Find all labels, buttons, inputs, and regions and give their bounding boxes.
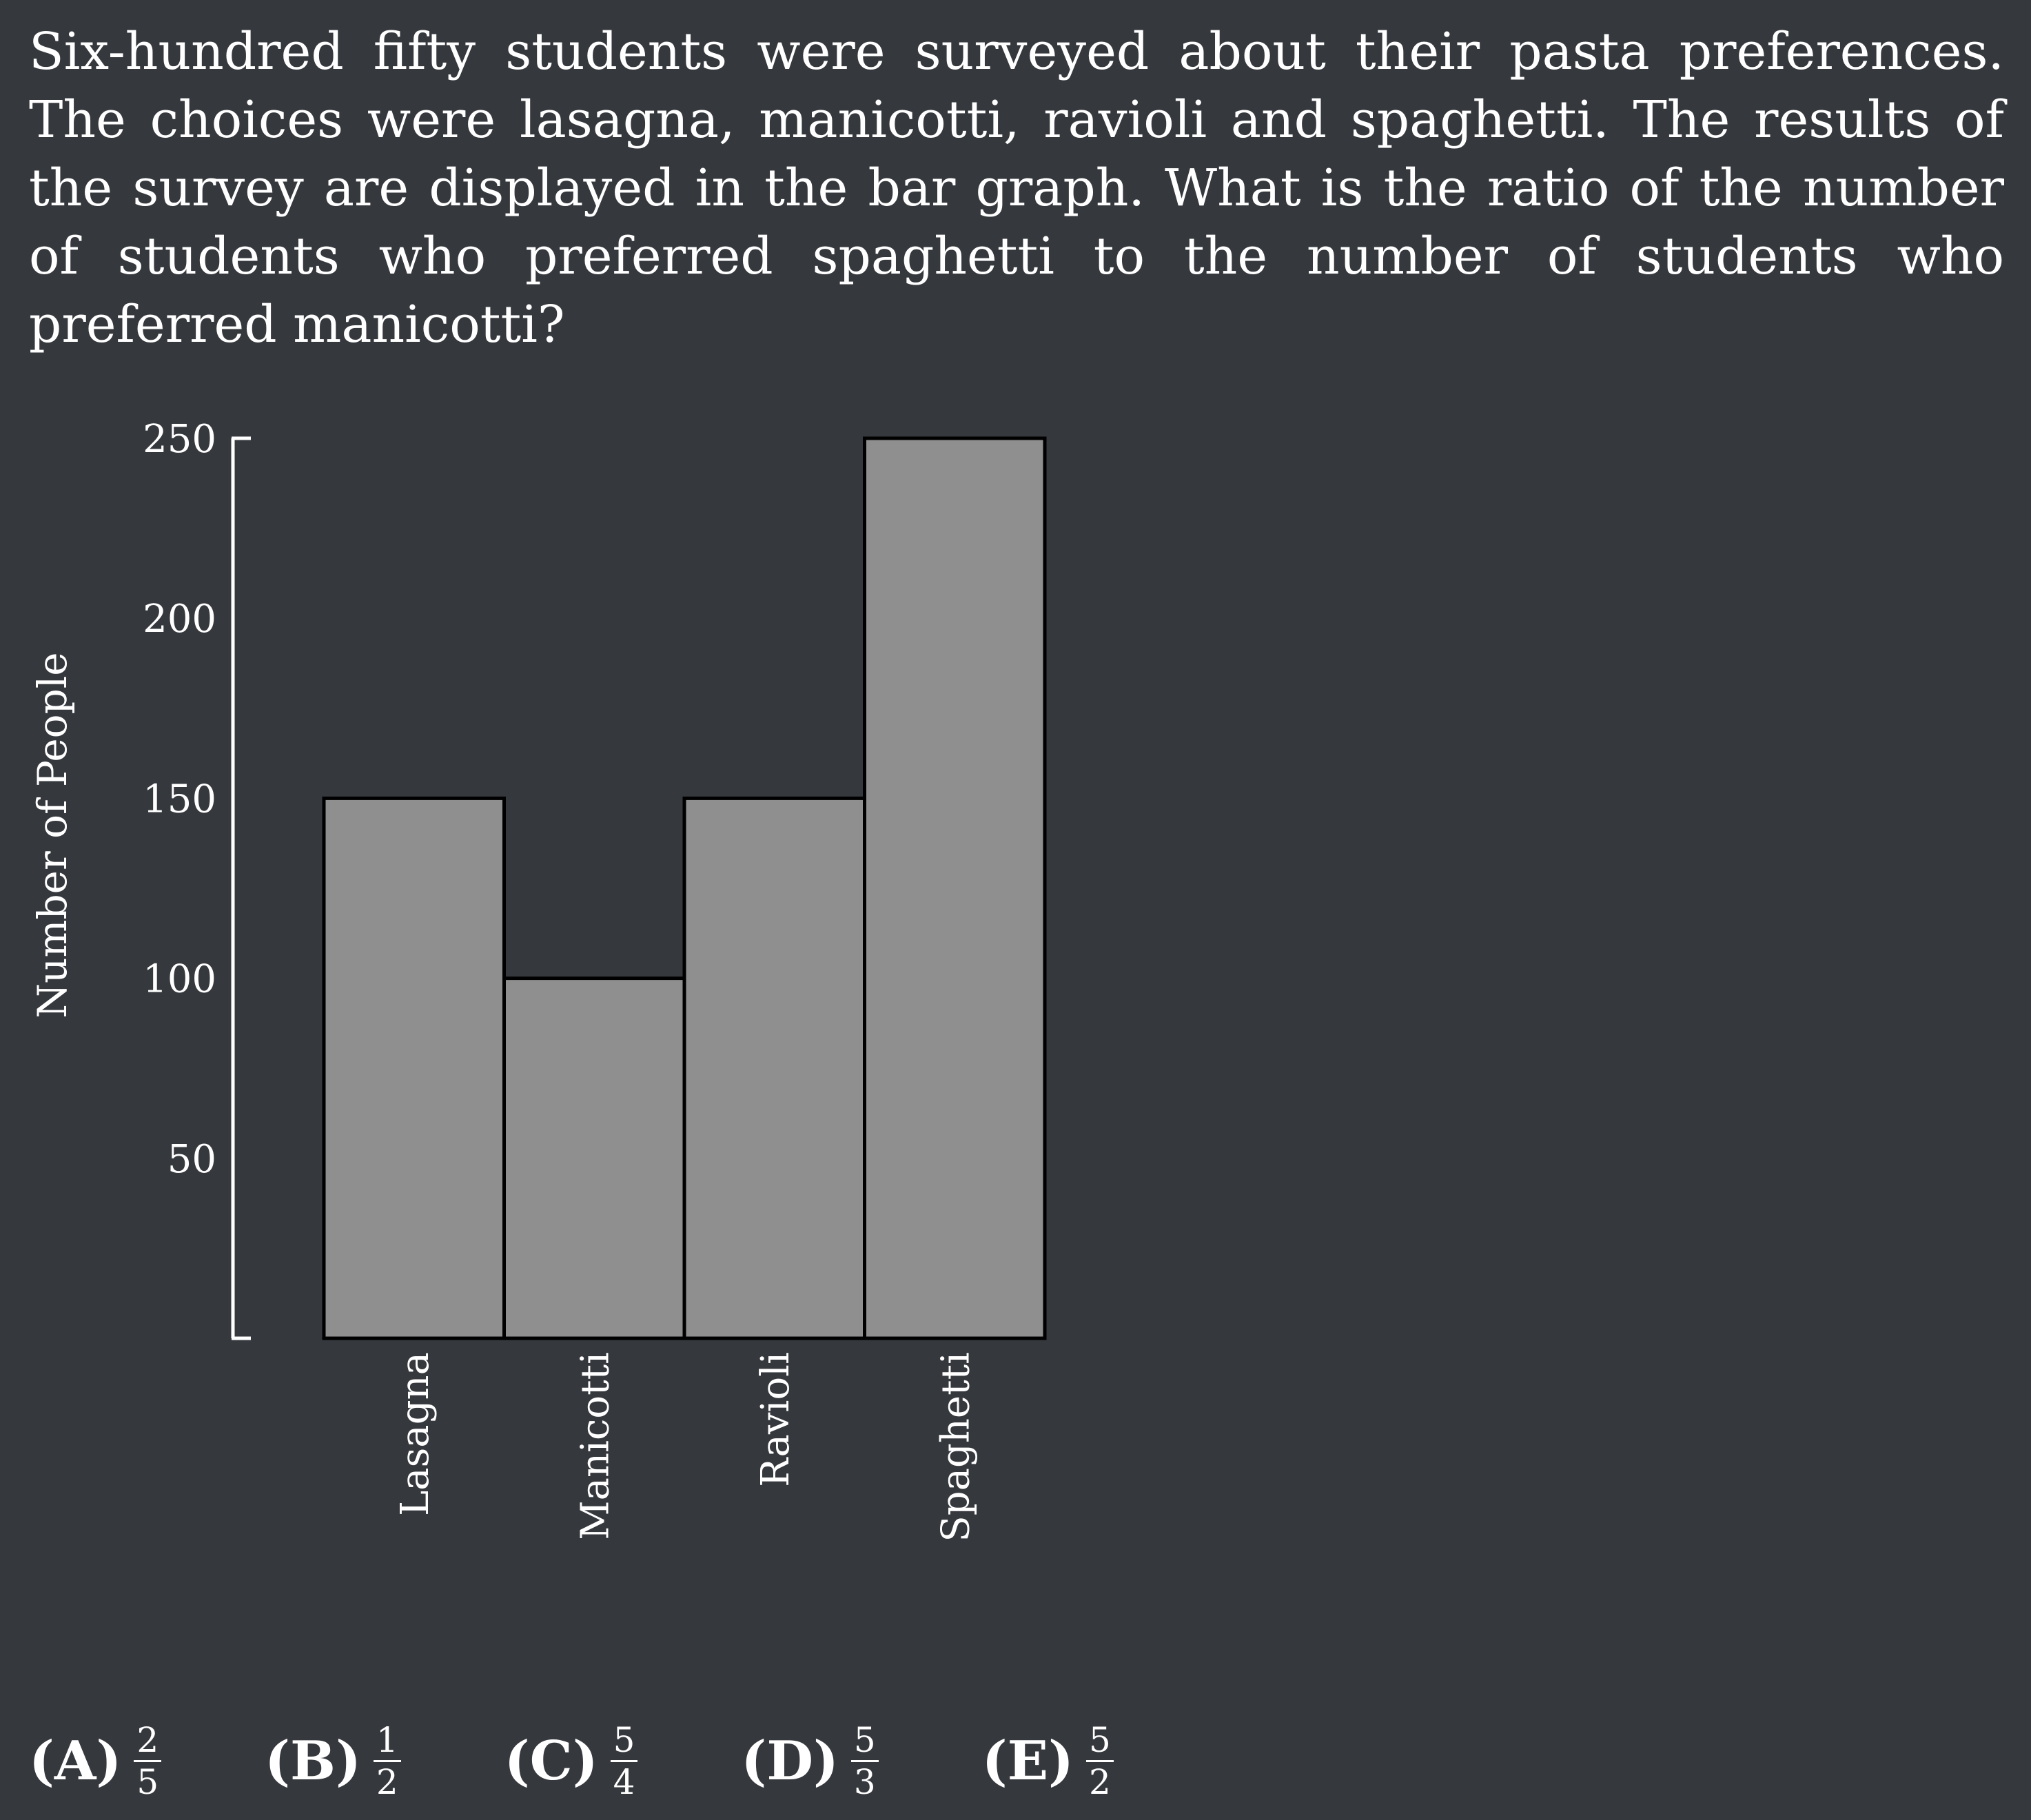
answer-choices: (A) 2 5 (B) 1 2 (C) 5 4 (D) 5 3 (E) 5 2 [29, 1709, 1217, 1812]
bar-spaghetti [863, 436, 1047, 1340]
choice-d-fraction: 5 3 [850, 1721, 879, 1802]
choice-d[interactable]: (D) 5 3 [741, 1721, 879, 1802]
bar-ravioli [682, 796, 866, 1340]
bar-lasagna [322, 796, 506, 1340]
bar-manicotti [502, 977, 686, 1340]
choice-c-numerator: 5 [610, 1721, 638, 1762]
choice-e-numerator: 5 [1085, 1721, 1114, 1762]
choice-a-numerator: 2 [134, 1721, 162, 1762]
choice-d-denominator: 3 [853, 1761, 876, 1802]
choice-e-letter: (E) [981, 1729, 1074, 1792]
x-tick-label-lasagna: Lasagna [393, 1352, 438, 1516]
choice-c-fraction: 5 4 [610, 1721, 638, 1802]
y-axis-label: Number of People [29, 652, 76, 1018]
choice-e-fraction: 5 2 [1085, 1721, 1114, 1802]
y-tick-label-250: 250 [143, 417, 216, 462]
y-tick-label-50: 50 [167, 1137, 216, 1182]
choice-c-letter: (C) [504, 1729, 598, 1792]
y-tick-label-200: 200 [143, 597, 216, 642]
bar-chart: Lasagna Manicotti Ravioli Spaghetti 50 100 150… [29, 417, 1047, 1542]
x-tick-label-spaghetti: Spaghetti [933, 1352, 978, 1542]
x-tick-label-ravioli: Ravioli [753, 1352, 798, 1487]
choice-b[interactable]: (B) 1 2 [265, 1721, 401, 1801]
choice-a[interactable]: (A) 2 5 [29, 1721, 162, 1802]
choice-a-letter: (A) [29, 1729, 122, 1792]
choice-d-numerator: 5 [850, 1721, 879, 1762]
choice-a-fraction: 2 5 [134, 1721, 162, 1802]
question-text: Six-hundred fifty students were surveyed… [29, 22, 2004, 354]
choice-b-denominator: 2 [376, 1761, 398, 1802]
choice-e[interactable]: (E) 5 2 [982, 1721, 1114, 1801]
choice-b-letter: (B) [265, 1729, 361, 1792]
choice-b-fraction: 1 2 [373, 1721, 401, 1802]
choice-a-denominator: 5 [136, 1761, 159, 1802]
y-tick-label-150: 150 [143, 777, 216, 821]
choice-e-denominator: 2 [1088, 1761, 1111, 1802]
choice-b-numerator: 1 [373, 1721, 401, 1762]
y-tick-label-100: 100 [143, 957, 216, 1002]
x-tick-label-manicotti: Manicotti [573, 1352, 618, 1540]
choice-c[interactable]: (C) 5 4 [504, 1721, 638, 1801]
choice-c-denominator: 4 [613, 1761, 635, 1802]
choice-d-letter: (D) [741, 1729, 839, 1792]
